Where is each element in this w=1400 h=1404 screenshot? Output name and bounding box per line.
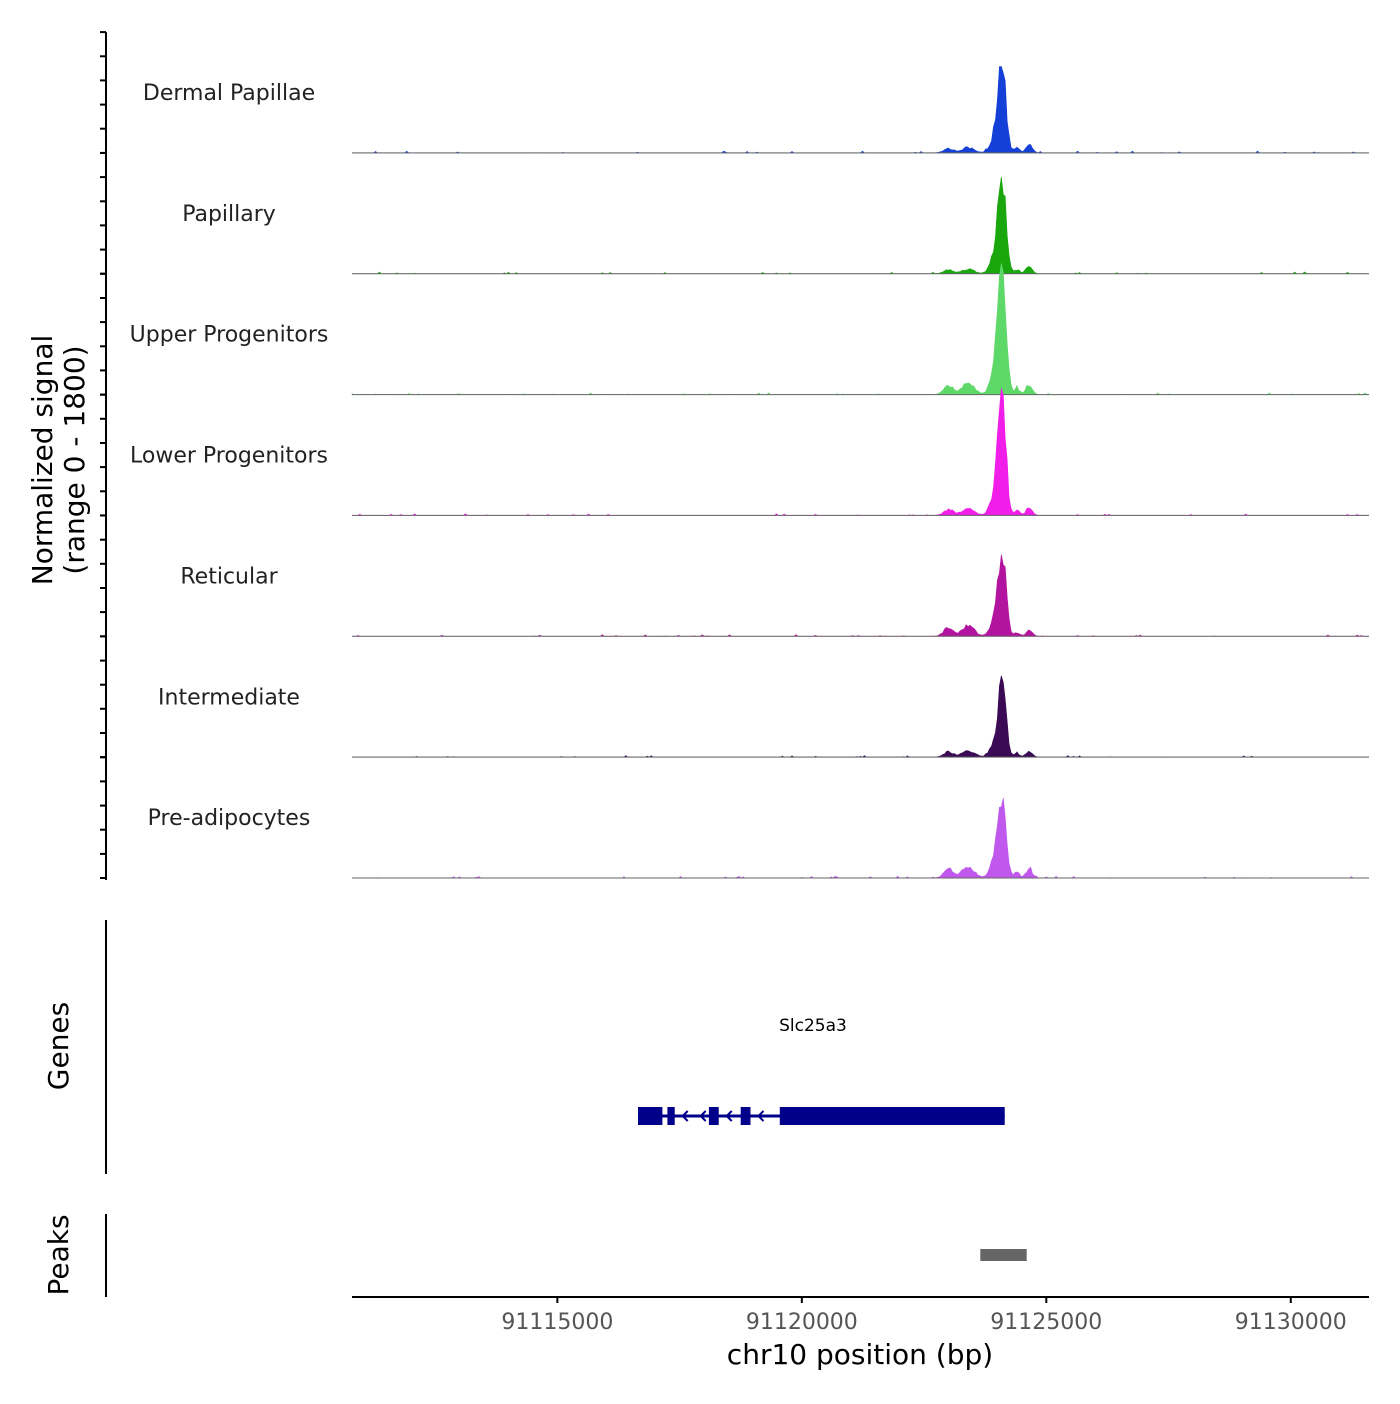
track-label: Reticular	[180, 564, 278, 589]
coverage-area	[352, 554, 1369, 637]
track-label: Dermal Papillae	[143, 81, 315, 106]
gene-exon	[779, 1107, 1005, 1125]
strand-arrow	[757, 1110, 765, 1122]
coverage-area	[352, 176, 1369, 275]
gene-exon	[638, 1107, 663, 1125]
coverage-area	[352, 388, 1369, 516]
coverage-area	[351, 263, 1370, 395]
x-tick-label: 91130000	[1235, 1310, 1347, 1335]
x-tick-label: 91115000	[501, 1310, 613, 1335]
track-label: Lower Progenitors	[130, 444, 328, 469]
gene-exon	[667, 1107, 675, 1125]
gene-exon	[740, 1107, 751, 1125]
x-tick-label: 91125000	[990, 1310, 1102, 1335]
peaks-panel-label: Peaks	[42, 1214, 75, 1295]
coverage-area	[352, 675, 1369, 758]
y-axis-title-line2: (range 0 - 1800)	[58, 345, 91, 574]
track-label: Pre-adipocytes	[148, 806, 311, 831]
y-axis-title-line1: Normalized signal	[26, 335, 59, 586]
strand-arrow	[681, 1110, 689, 1122]
gene-exon	[708, 1107, 719, 1125]
track-label: Intermediate	[158, 685, 300, 710]
strand-arrow	[725, 1110, 733, 1122]
track-label: Upper Progenitors	[130, 323, 329, 348]
x-axis-title: chr10 position (bp)	[727, 1338, 993, 1371]
x-tick-label: 91120000	[746, 1310, 858, 1335]
gene-name-label: Slc25a3	[779, 1016, 847, 1036]
strand-arrow	[699, 1110, 707, 1122]
genes-panel-label: Genes	[42, 1002, 75, 1090]
track-label: Papillary	[182, 202, 276, 227]
peak-region	[980, 1249, 1027, 1261]
coverage-area	[352, 66, 1369, 154]
coverage-area	[352, 798, 1369, 879]
